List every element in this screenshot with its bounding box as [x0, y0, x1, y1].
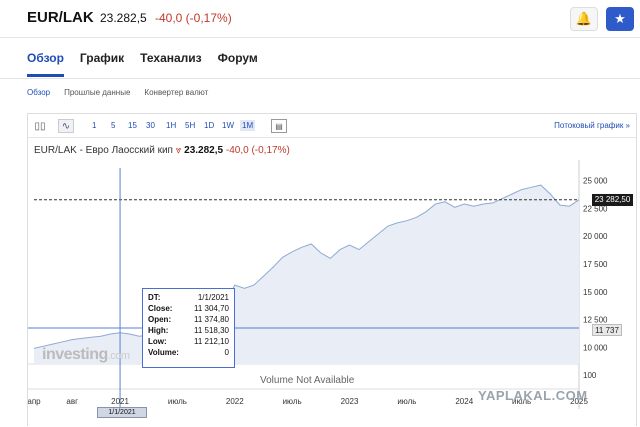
subnav-overview[interactable]: Обзор	[27, 88, 51, 97]
sub-navigation: Обзор Прошлые данные Конвертер валют	[27, 88, 222, 97]
tab-technical[interactable]: Теханализ	[140, 51, 202, 65]
x-tick-label: апр	[28, 397, 41, 406]
tooltip-high-row: High: 11 518,30	[148, 326, 229, 335]
last-price: 23.282,5	[100, 11, 147, 25]
area-chart-icon[interactable]: ∿	[58, 119, 74, 133]
x-tick-label: 2021	[111, 397, 129, 406]
add-to-watchlist-button[interactable]: ★	[606, 7, 634, 31]
main-tabs: Обзор График Теханализ Форум	[27, 51, 274, 77]
volume-tick-label: 100	[583, 371, 597, 380]
chart-panel: ▯▯ ∿ 1 5 15 30 1H 5H 1D 1W 1M ▤ Потоковы…	[27, 113, 637, 426]
last-price-badge: 23 282,50	[592, 194, 633, 206]
y-tick-label: 10 000	[583, 343, 608, 352]
x-tick-label: авг	[66, 397, 78, 406]
y-tick-label: 12 500	[583, 316, 608, 325]
quote-header: EUR/LAK 23.282,5 -40,0 (-0,17%) 🔔 ★	[0, 0, 640, 38]
price-chart[interactable]: 25 000 22 500 20 000 17 500 15 000 12 500 10 0…	[28, 114, 636, 427]
y-tick-label: 20 000	[583, 232, 608, 241]
tooltip-date-row: DT: 1/1/2021	[148, 293, 229, 302]
tab-overview[interactable]: Обзор	[27, 51, 64, 77]
crosshair-price-badge: 11 737	[592, 324, 622, 336]
x-tick-label: 2022	[226, 397, 244, 406]
streaming-chart-link[interactable]: Потоковый график »	[554, 121, 630, 130]
volume-not-available: Volume Not Available	[260, 375, 355, 386]
price-change: -40,0 (-0,17%)	[155, 11, 232, 25]
candlestick-icon[interactable]: ▯▯	[34, 120, 46, 132]
down-arrow-icon: ⩔	[175, 145, 182, 156]
timeframe-1w[interactable]: 1W	[222, 121, 234, 130]
x-tick-label: июль	[283, 397, 302, 406]
star-icon: ★	[614, 11, 626, 26]
chart-title-price: 23.282,5	[184, 145, 224, 156]
chart-toolbar: ▯▯ ∿ 1 5 15 30 1H 5H 1D 1W 1M ▤ Потоковы…	[28, 114, 636, 138]
timeframe-30[interactable]: 30	[146, 121, 155, 130]
bell-plus-icon: 🔔	[575, 11, 593, 26]
timeframe-15[interactable]: 15	[128, 121, 137, 130]
crosshair-date-label: 1/1/2021	[97, 407, 147, 418]
y-tick-label: 22 500	[583, 204, 608, 213]
x-tick-label: 2024	[455, 397, 473, 406]
subnav-historical-data[interactable]: Прошлые данные	[64, 88, 131, 97]
timeframe-1d[interactable]: 1D	[204, 121, 215, 130]
timeframe-1h[interactable]: 1H	[166, 121, 177, 130]
tabs-divider	[0, 78, 640, 79]
timeframe-5[interactable]: 5	[111, 121, 116, 130]
tooltip-open-row: Open: 11 374,80	[148, 315, 229, 324]
x-tick-label: июль	[397, 397, 416, 406]
timeframe-1m[interactable]: 1M	[240, 120, 256, 131]
y-tick-label: 17 500	[583, 260, 608, 269]
x-tick-label: 2023	[341, 397, 359, 406]
y-tick-label: 15 000	[583, 288, 608, 297]
chart-title-change: -40,0 (-0,17%)	[225, 145, 290, 156]
timeframe-1[interactable]: 1	[92, 121, 97, 130]
tab-chart[interactable]: График	[79, 51, 125, 65]
investing-logo: investing.com	[42, 346, 130, 363]
tooltip-close-row: Close: 11 304,70	[148, 304, 229, 313]
settings-panel-icon[interactable]: ▤	[271, 119, 287, 133]
price-line	[33, 184, 580, 349]
subnav-currency-converter[interactable]: Конвертер валют	[144, 88, 209, 97]
chart-title: EUR/LAK - Евро Лаосский кип ⩔ 23.282,5 -…	[34, 145, 290, 156]
create-alert-button[interactable]: 🔔	[570, 7, 598, 31]
x-tick-label: 2025	[570, 397, 588, 406]
tooltip-volume-row: Volume: 0	[148, 348, 229, 357]
price-area-fill	[34, 185, 579, 364]
tab-forum[interactable]: Форум	[217, 51, 258, 65]
chart-instrument-name: EUR/LAK - Евро Лаосский кип	[34, 145, 173, 156]
x-tick-label: июль	[512, 397, 531, 406]
ohlc-tooltip: DT: 1/1/2021 Close: 11 304,70 Open: 11 374,…	[142, 288, 235, 368]
y-tick-label: 25 000	[583, 177, 608, 186]
watermark-text: YAPLAKAL.COM	[478, 388, 588, 403]
tooltip-low-row: Low: 11 212,10	[148, 337, 229, 346]
x-tick-label: июль	[168, 397, 187, 406]
pair-symbol: EUR/LAK	[27, 9, 94, 26]
timeframe-5h[interactable]: 5H	[185, 121, 196, 130]
